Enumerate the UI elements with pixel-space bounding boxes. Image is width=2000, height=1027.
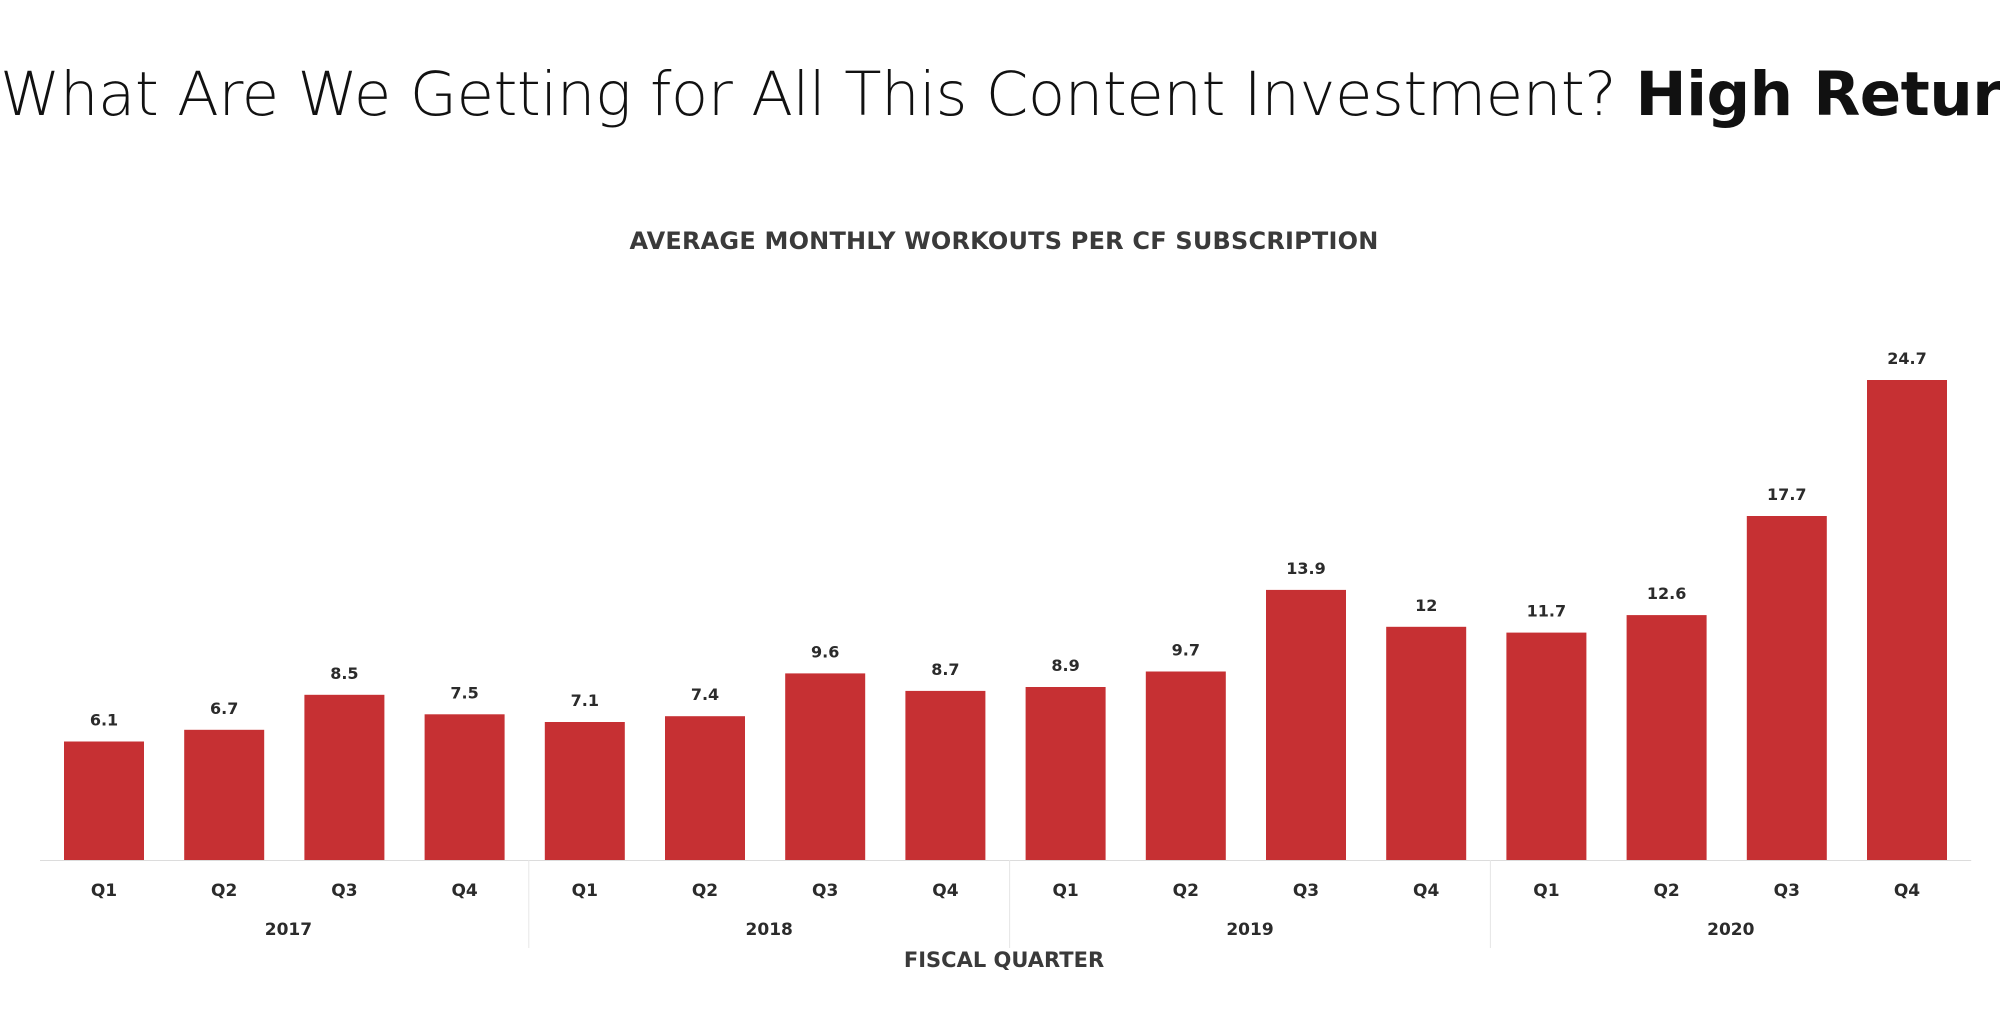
bar-2018-q4 xyxy=(905,690,986,860)
quarter-tick-label: Q3 xyxy=(331,881,357,901)
quarter-tick-label: Q1 xyxy=(1052,881,1078,901)
bar-2019-q3 xyxy=(1266,589,1346,860)
bar-2018-q2 xyxy=(665,716,745,860)
year-label-2020: 2020 xyxy=(1707,920,1754,940)
bar-2019-q1 xyxy=(1025,687,1106,860)
bar-2018-q3 xyxy=(785,673,866,860)
value-label: 24.7 xyxy=(1887,349,1926,368)
value-label: 12 xyxy=(1415,596,1437,615)
quarter-tick-label: Q3 xyxy=(1293,881,1319,901)
quarter-tick-label: Q3 xyxy=(812,881,838,901)
quarter-tick-label: Q2 xyxy=(692,881,718,901)
year-label-2019: 2019 xyxy=(1226,920,1273,940)
value-label: 6.1 xyxy=(90,711,118,730)
value-label: 9.7 xyxy=(1172,641,1200,660)
bars-layer: 6.1 6.7 8.5 7.5 7.1 7.4 9.6 8.7 8.9 9.7 13.9 12 11.7… xyxy=(64,349,1947,860)
quarter-tick-label: Q4 xyxy=(932,881,958,901)
value-label: 8.9 xyxy=(1051,656,1079,675)
bar-2018-q1 xyxy=(544,722,625,860)
quarter-tick-label: Q1 xyxy=(572,881,598,901)
value-label: 8.7 xyxy=(931,660,959,679)
headline-emphasis: High Return xyxy=(1635,59,2000,130)
quarter-tick-label: Q2 xyxy=(211,881,237,901)
bar-2020-q4 xyxy=(1867,380,1947,860)
x-axis-title: FISCAL QUARTER xyxy=(904,948,1104,972)
value-label: 7.4 xyxy=(691,685,719,704)
bar-2017-q4 xyxy=(424,714,505,860)
value-label: 17.7 xyxy=(1767,485,1806,504)
bar-2020-q3 xyxy=(1746,516,1827,860)
value-label: 11.7 xyxy=(1527,602,1566,621)
headline-text: What Are We Getting for All This Content… xyxy=(0,59,1617,130)
page-headline: What Are We Getting for All This Content… xyxy=(0,52,2000,138)
year-label-2018: 2018 xyxy=(746,920,793,940)
quarter-tick-label: Q2 xyxy=(1173,881,1199,901)
quarter-tick-label: Q4 xyxy=(1894,881,1920,901)
bar-2017-q1 xyxy=(64,741,144,860)
value-label: 12.6 xyxy=(1647,584,1686,603)
bar-2019-q2 xyxy=(1145,671,1226,860)
quarter-tick-label: Q4 xyxy=(1413,881,1439,901)
bar-2017-q2 xyxy=(184,729,265,860)
value-label: 13.9 xyxy=(1286,559,1325,578)
quarter-tick-label: Q4 xyxy=(451,881,477,901)
value-label: 7.5 xyxy=(450,683,478,702)
bar-2019-q4 xyxy=(1386,626,1467,860)
quarter-tick-label: Q1 xyxy=(91,881,117,901)
value-label: 6.7 xyxy=(210,699,238,718)
value-label: 7.1 xyxy=(571,691,599,710)
value-label: 8.5 xyxy=(330,664,358,683)
chart-title: AVERAGE MONTHLY WORKOUTS PER CF SUBSCRIP… xyxy=(629,227,1378,255)
quarter-tick-label: Q1 xyxy=(1533,881,1559,901)
bar-2017-q3 xyxy=(304,694,385,860)
year-label-2017: 2017 xyxy=(265,920,312,940)
bar-2020-q2 xyxy=(1626,615,1707,860)
quarter-tick-label: Q3 xyxy=(1774,881,1800,901)
bar-2020-q1 xyxy=(1506,632,1587,860)
x-axis: Q1 Q2 Q3 Q4 2017 Q1 Q2 Q3 Q4 2018 Q1 Q2 Q3 Q4 2019 Q1 Q2… xyxy=(40,860,1972,948)
value-label: 9.6 xyxy=(811,642,839,661)
quarter-tick-label: Q2 xyxy=(1653,881,1679,901)
